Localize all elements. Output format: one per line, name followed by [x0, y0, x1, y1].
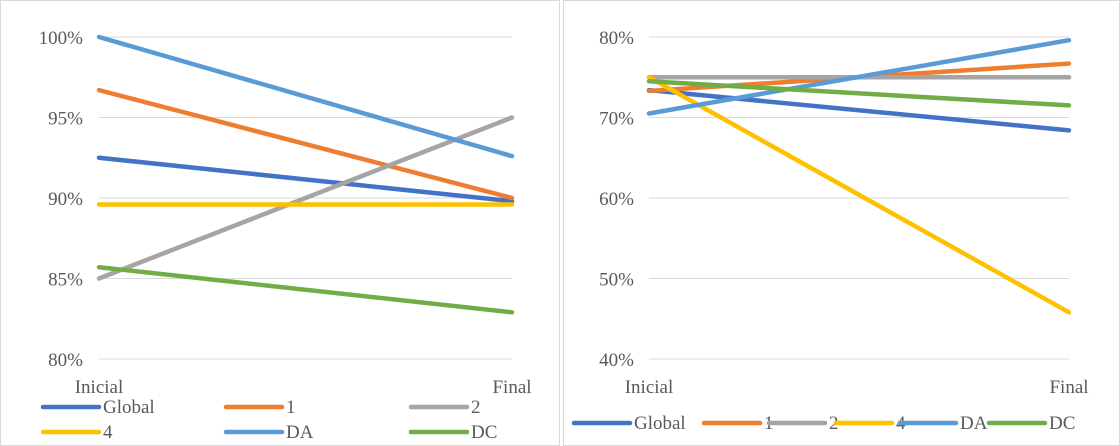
chart-left: 80% 85% 90% 95% 100% Inicial Final Global 1 2 4 DA D…	[0, 0, 560, 446]
left-series-line-dc	[96, 264, 515, 315]
left-legend-label: DC	[471, 422, 497, 443]
right-series-line-da	[646, 37, 1072, 116]
left-series-line-2	[96, 115, 515, 281]
left-y-tick-label: 95%	[48, 109, 83, 130]
right-x-tick-label: Final	[1049, 377, 1088, 398]
left-legend-label: DA	[286, 422, 314, 443]
right-y-tick-label: 40%	[599, 350, 634, 371]
right-series-line-dc	[646, 79, 1072, 108]
right-y-tick-label: 70%	[599, 109, 634, 130]
right-legend-label: DA	[960, 413, 988, 434]
left-legend-label: Global	[103, 397, 155, 418]
right-series-line-4	[646, 75, 1072, 315]
right-legend-label: Global	[634, 413, 686, 434]
left-legend-label: 4	[103, 422, 113, 443]
right-x-tick-label: Inicial	[625, 377, 674, 398]
left-y-tick-label: 100%	[39, 28, 84, 49]
right-y-tick-label: 60%	[599, 189, 634, 210]
left-legend-label: 1	[286, 397, 296, 418]
left-series-line-global	[96, 155, 515, 204]
left-series-line-da	[96, 34, 515, 159]
right-y-tick-label: 80%	[599, 28, 634, 49]
left-x-tick-label: Inicial	[75, 377, 124, 398]
chart-left-svg: 80% 85% 90% 95% 100% Inicial Final Global 1 2 4 DA D…	[39, 28, 532, 443]
right-legend-label: 2	[829, 413, 839, 434]
right-series-line-global	[646, 87, 1072, 133]
left-x-tick-label: Final	[492, 377, 531, 398]
left-y-tick-label: 85%	[48, 270, 83, 291]
left-series-line-1	[96, 87, 515, 201]
left-y-tick-label: 90%	[48, 189, 83, 210]
left-y-tick-label: 80%	[48, 350, 83, 371]
right-y-tick-label: 50%	[599, 270, 634, 291]
left-legend-label: 2	[471, 397, 481, 418]
right-legend-label: DC	[1049, 413, 1075, 434]
